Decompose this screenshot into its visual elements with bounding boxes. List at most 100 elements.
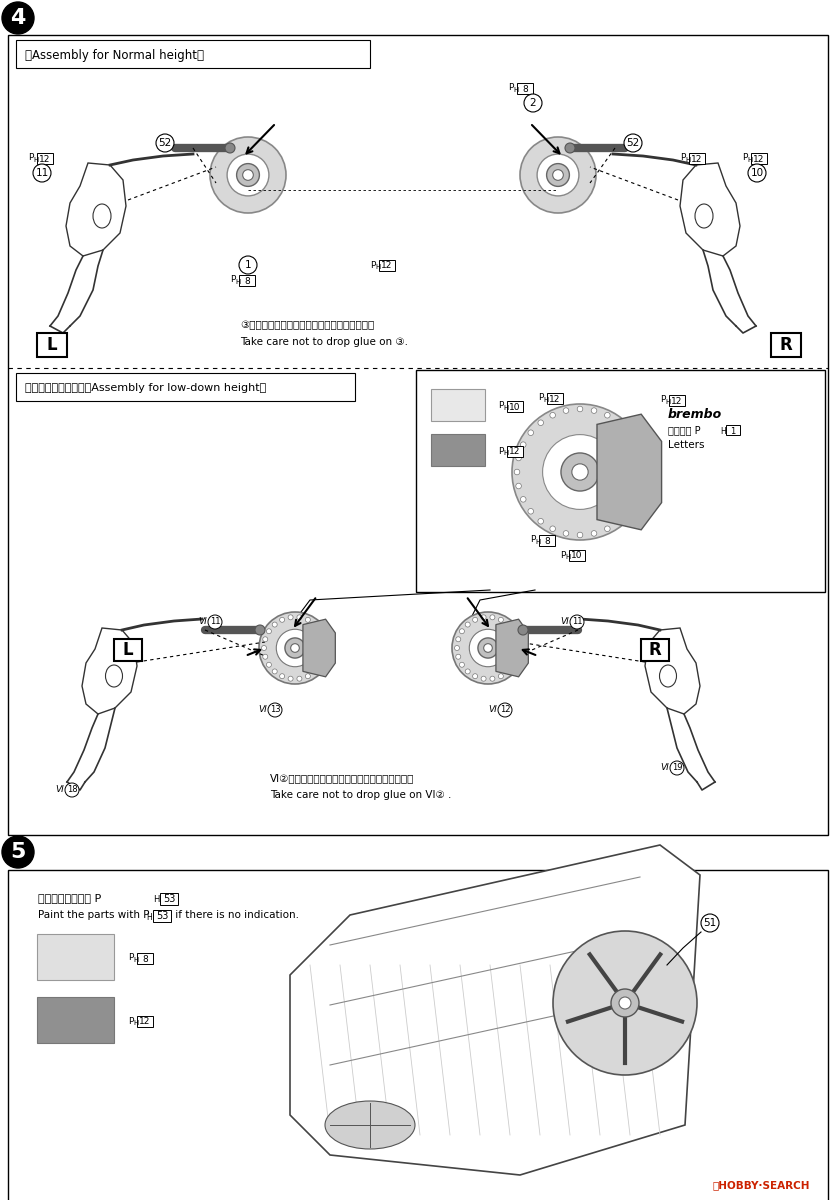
Text: H: H — [133, 958, 138, 962]
Circle shape — [619, 997, 631, 1009]
Text: 8: 8 — [142, 954, 147, 964]
Circle shape — [323, 637, 328, 642]
Circle shape — [577, 533, 582, 538]
Circle shape — [701, 914, 719, 932]
FancyBboxPatch shape — [726, 425, 740, 434]
Circle shape — [515, 484, 521, 488]
Text: P: P — [230, 276, 235, 284]
Text: L: L — [47, 336, 57, 354]
Circle shape — [550, 526, 556, 532]
Polygon shape — [82, 628, 137, 714]
Circle shape — [454, 646, 459, 650]
Text: 53: 53 — [156, 911, 168, 922]
Circle shape — [490, 614, 495, 620]
Text: H: H — [513, 86, 518, 92]
Circle shape — [263, 654, 268, 659]
Circle shape — [498, 703, 512, 716]
Text: 12: 12 — [753, 155, 765, 163]
FancyBboxPatch shape — [114, 638, 142, 661]
Text: 10: 10 — [751, 168, 763, 178]
FancyBboxPatch shape — [416, 370, 825, 592]
Text: 52: 52 — [158, 138, 172, 148]
Circle shape — [572, 464, 588, 480]
Circle shape — [592, 530, 597, 536]
Circle shape — [469, 629, 507, 667]
FancyBboxPatch shape — [160, 893, 178, 905]
Circle shape — [604, 526, 610, 532]
Text: の文字は P: の文字は P — [668, 425, 701, 434]
Circle shape — [538, 518, 544, 524]
Circle shape — [297, 614, 302, 620]
Text: P: P — [508, 84, 514, 92]
Circle shape — [520, 442, 526, 448]
Circle shape — [553, 931, 697, 1075]
Text: 12: 12 — [691, 155, 703, 163]
Circle shape — [225, 143, 235, 152]
Circle shape — [611, 989, 639, 1018]
Text: 5: 5 — [10, 842, 26, 862]
Circle shape — [280, 617, 285, 623]
Circle shape — [266, 662, 272, 667]
Circle shape — [263, 637, 268, 642]
Text: VI: VI — [560, 618, 569, 626]
Text: 13: 13 — [270, 706, 281, 714]
Text: P: P — [560, 551, 566, 559]
Circle shape — [490, 676, 495, 682]
Ellipse shape — [106, 665, 122, 686]
Circle shape — [261, 646, 266, 650]
Ellipse shape — [695, 204, 713, 228]
FancyBboxPatch shape — [431, 434, 485, 466]
Circle shape — [266, 629, 272, 634]
Circle shape — [481, 614, 486, 620]
Text: VI: VI — [488, 706, 497, 714]
Text: P: P — [28, 154, 34, 162]
Circle shape — [512, 404, 648, 540]
FancyBboxPatch shape — [8, 870, 828, 1200]
FancyBboxPatch shape — [569, 550, 585, 560]
Text: ③に接着剤がつかないように注意して下さい。: ③に接着剤がつかないように注意して下さい。 — [240, 320, 375, 330]
Ellipse shape — [93, 204, 111, 228]
Text: 指示の無い部分は P: 指示の無い部分は P — [38, 893, 101, 902]
Circle shape — [515, 469, 520, 475]
FancyBboxPatch shape — [137, 953, 153, 964]
Circle shape — [634, 497, 639, 502]
Text: H: H — [503, 404, 509, 410]
Circle shape — [520, 137, 596, 214]
Circle shape — [617, 518, 622, 524]
Circle shape — [277, 629, 313, 667]
Polygon shape — [680, 163, 740, 256]
Text: P: P — [660, 396, 665, 404]
Text: R: R — [779, 336, 793, 354]
Circle shape — [553, 169, 563, 180]
Circle shape — [639, 455, 644, 461]
Circle shape — [563, 408, 569, 413]
Circle shape — [323, 654, 328, 659]
Text: P: P — [498, 402, 504, 410]
Text: VI: VI — [258, 706, 266, 714]
Circle shape — [511, 629, 516, 634]
Circle shape — [627, 509, 632, 514]
Circle shape — [456, 637, 461, 642]
Circle shape — [670, 761, 684, 775]
Circle shape — [323, 646, 328, 650]
Circle shape — [577, 406, 582, 412]
Circle shape — [565, 143, 575, 152]
Circle shape — [156, 134, 174, 152]
Text: 1: 1 — [245, 260, 251, 270]
Circle shape — [459, 629, 464, 634]
Text: 53: 53 — [163, 894, 175, 904]
Circle shape — [624, 134, 642, 152]
Circle shape — [478, 638, 498, 658]
Text: H: H — [565, 554, 570, 560]
Circle shape — [516, 646, 521, 650]
Text: VI: VI — [198, 618, 207, 626]
Text: H: H — [503, 450, 509, 456]
Circle shape — [570, 614, 584, 629]
Circle shape — [305, 617, 310, 623]
Circle shape — [313, 668, 318, 674]
Text: 《ローダウン仕様》《Assembly for low-down height》: 《ローダウン仕様》《Assembly for low-down height》 — [25, 383, 266, 392]
Circle shape — [210, 137, 286, 214]
Circle shape — [65, 782, 79, 797]
Circle shape — [515, 654, 520, 659]
Text: P: P — [370, 260, 375, 270]
